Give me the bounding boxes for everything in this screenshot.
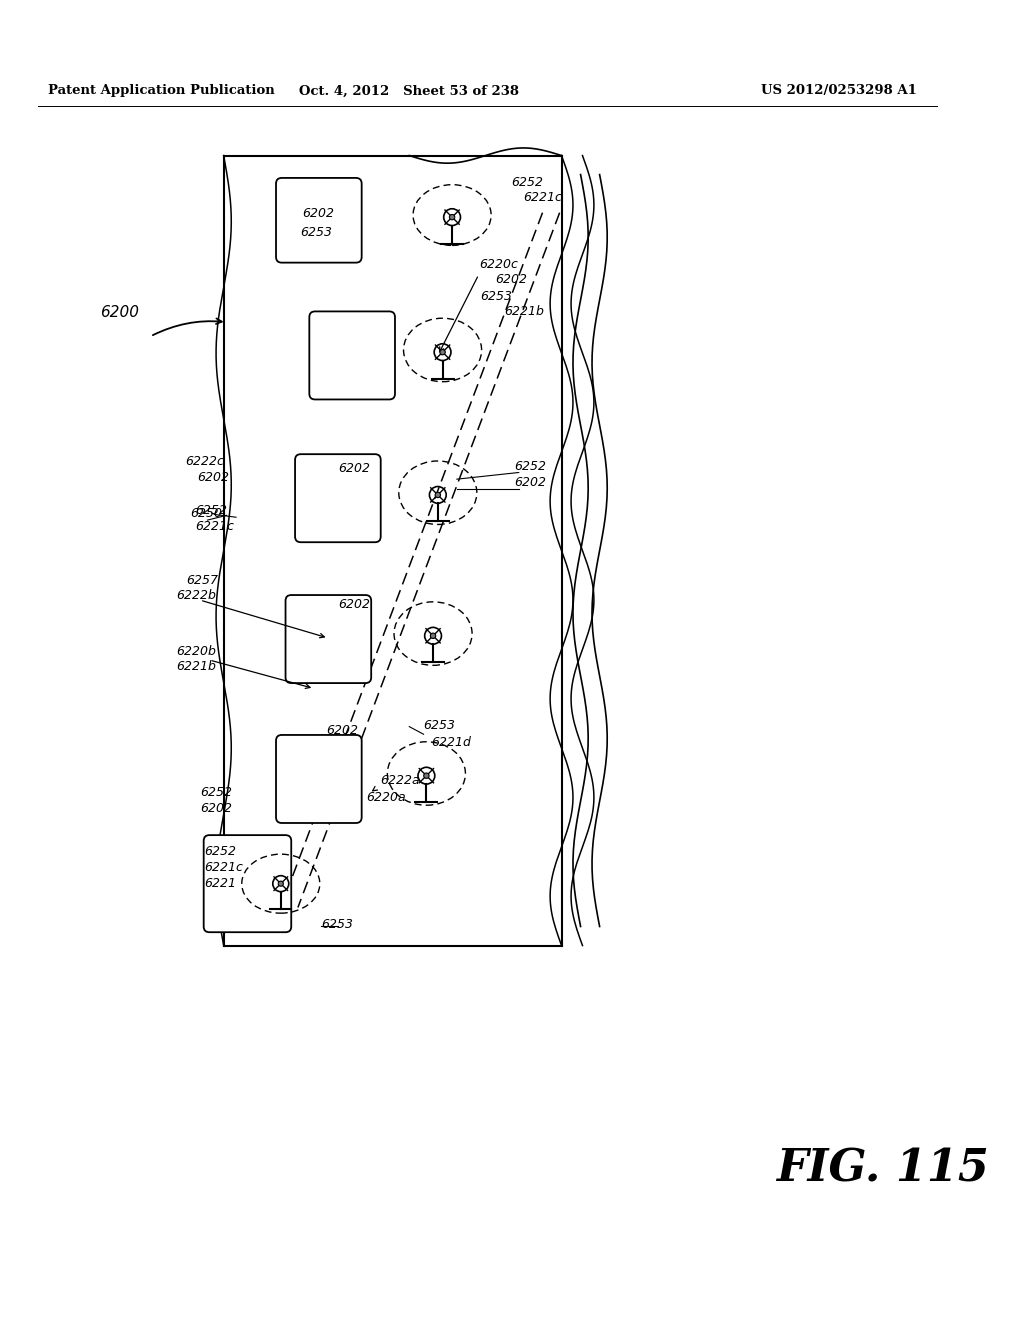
Text: 6221: 6221 [205, 876, 237, 890]
Text: 6221c: 6221c [205, 861, 244, 874]
Text: 6220a: 6220a [367, 791, 407, 804]
Text: 6222b: 6222b [176, 589, 216, 602]
Text: 6252: 6252 [196, 504, 227, 517]
Text: 6200: 6200 [100, 305, 139, 321]
Text: US 2012/0253298 A1: US 2012/0253298 A1 [762, 84, 918, 98]
Text: 6253: 6253 [321, 919, 352, 932]
Text: 6221c: 6221c [523, 191, 562, 205]
Text: 6253: 6253 [300, 227, 332, 239]
Text: 6222a: 6222a [381, 774, 420, 787]
Text: 6202: 6202 [327, 725, 358, 738]
Circle shape [435, 492, 440, 498]
Circle shape [450, 214, 455, 220]
Text: 6202: 6202 [303, 207, 335, 220]
Text: 6257: 6257 [186, 574, 218, 587]
Text: 6253: 6253 [424, 718, 456, 731]
Text: 6252: 6252 [514, 459, 546, 473]
Text: 6202: 6202 [338, 462, 370, 475]
Circle shape [424, 774, 429, 779]
Text: 6220b: 6220b [176, 645, 216, 659]
Text: Oct. 4, 2012   Sheet 53 of 238: Oct. 4, 2012 Sheet 53 of 238 [299, 84, 519, 98]
Text: 6252: 6252 [200, 787, 231, 799]
Text: 6252: 6252 [205, 845, 237, 858]
Text: 6221d: 6221d [431, 735, 471, 748]
FancyBboxPatch shape [309, 312, 395, 400]
Text: 6221b: 6221b [176, 660, 216, 673]
Text: 6253: 6253 [480, 290, 513, 304]
Text: 6202: 6202 [514, 475, 546, 488]
Circle shape [279, 882, 284, 886]
Text: 6202: 6202 [200, 803, 231, 816]
Circle shape [440, 350, 445, 355]
Text: 6250: 6250 [190, 507, 222, 520]
Text: Patent Application Publication: Patent Application Publication [47, 84, 274, 98]
Text: 6202: 6202 [495, 273, 527, 286]
FancyBboxPatch shape [204, 836, 291, 932]
Text: 6202: 6202 [197, 471, 229, 484]
Text: 6202: 6202 [338, 598, 370, 611]
Circle shape [430, 634, 436, 639]
FancyBboxPatch shape [295, 454, 381, 543]
FancyBboxPatch shape [286, 595, 371, 682]
FancyBboxPatch shape [276, 178, 361, 263]
Text: FIG. 115: FIG. 115 [776, 1147, 988, 1191]
Text: 6222c: 6222c [185, 455, 224, 467]
FancyBboxPatch shape [276, 735, 361, 822]
Text: 6221c: 6221c [196, 520, 234, 532]
Text: 6220c: 6220c [479, 257, 517, 271]
Text: 6221b: 6221b [505, 305, 545, 318]
Text: 6252: 6252 [511, 176, 543, 189]
